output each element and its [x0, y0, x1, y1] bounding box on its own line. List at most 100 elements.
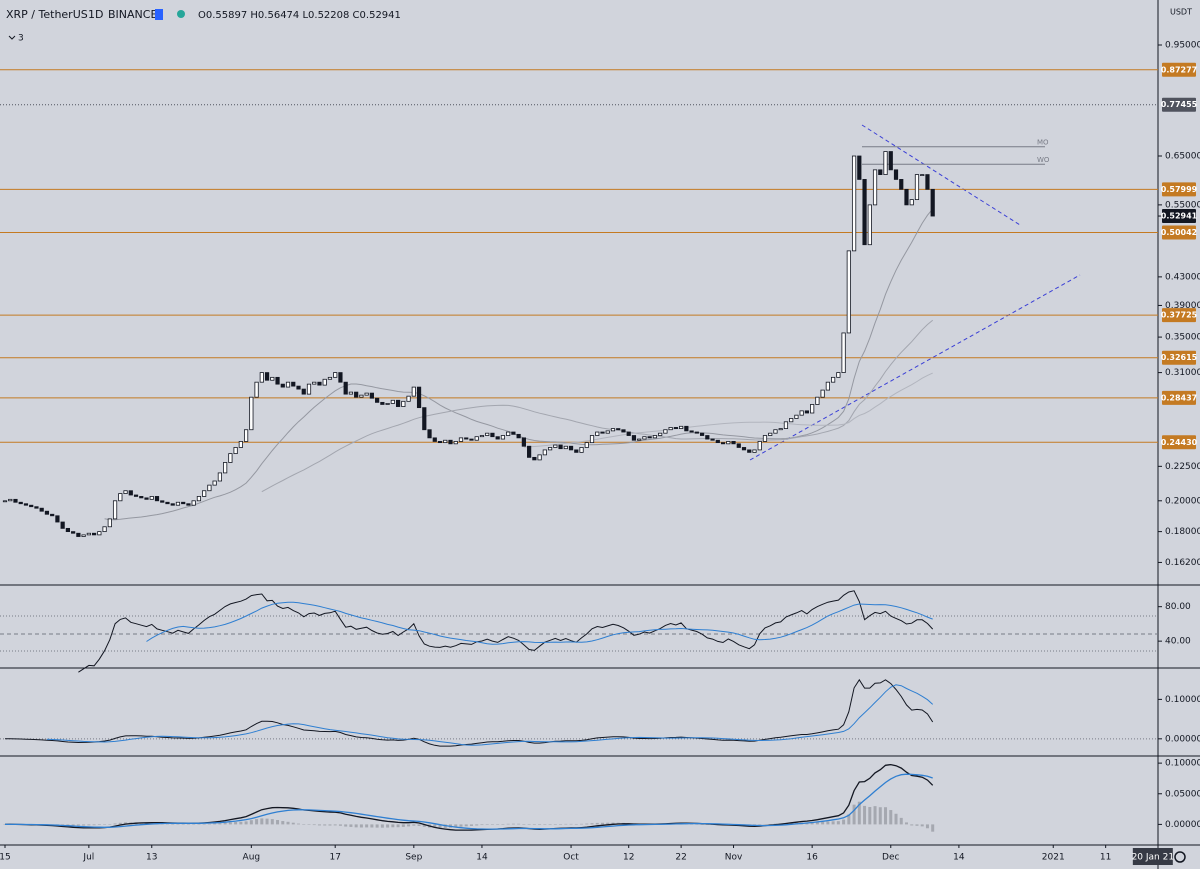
macd-histogram [852, 804, 856, 825]
trendline[interactable] [861, 124, 1021, 226]
exchange[interactable]: BINANCE [108, 8, 157, 21]
symbol[interactable]: XRP / TetherUS [6, 8, 88, 21]
interval[interactable]: 1D [88, 8, 103, 21]
candle [149, 496, 154, 500]
y-tick-label: 0.65000 [1165, 152, 1200, 162]
candle [705, 435, 710, 440]
candle [23, 503, 29, 506]
macd-histogram [181, 824, 185, 825]
candle [752, 449, 757, 453]
macd-histogram [915, 824, 919, 826]
x-tick-label: 2021 [1042, 853, 1065, 863]
candle [783, 421, 789, 429]
collapse-chevron[interactable] [8, 35, 16, 40]
macd-histogram [574, 823, 578, 825]
x-tick-label: Nov [725, 853, 743, 863]
candle [212, 480, 217, 486]
macd-histogram [538, 824, 542, 825]
macd-histogram [501, 824, 505, 825]
macd-histogram [469, 824, 473, 826]
y-tick-label: 0.39000 [1165, 301, 1200, 311]
macd-histogram [690, 824, 694, 825]
candle [123, 490, 128, 494]
last-price-box [1162, 209, 1196, 224]
macd-histogram [223, 822, 227, 825]
open-level-label: WO [1037, 156, 1050, 164]
macd-histogram [317, 824, 321, 826]
macd-histogram [286, 821, 290, 825]
candle [301, 388, 306, 395]
macd-histogram [705, 824, 709, 825]
candle [458, 437, 464, 442]
candle [558, 444, 563, 450]
macd-histogram [868, 807, 872, 825]
macd-histogram [396, 824, 400, 828]
candle [76, 532, 81, 537]
candle [29, 504, 34, 508]
candle [270, 376, 275, 381]
y-tick-label: 80.00 [1165, 602, 1191, 612]
candle [542, 449, 547, 456]
macd-histogram [391, 824, 395, 828]
cursor-date-label: 20 Jan 21 [1132, 853, 1175, 863]
macd-histogram [218, 823, 222, 825]
candle [453, 441, 458, 445]
candle [71, 531, 76, 534]
candle [516, 433, 521, 439]
candle [652, 435, 658, 439]
macd-histogram [323, 824, 327, 826]
macd-histogram [606, 822, 610, 825]
macd-histogram [276, 820, 280, 825]
macd-histogram [810, 822, 814, 825]
macd-histogram [328, 824, 332, 826]
macd-histogram [826, 821, 830, 825]
candle [893, 169, 899, 180]
trendline[interactable] [749, 274, 1081, 461]
candle [175, 501, 181, 506]
x-tick-label: 13 [146, 853, 157, 863]
ohlc: O0.55897 H0.56474 L0.52208 C0.52941 [198, 10, 401, 21]
candle [416, 386, 422, 409]
candle [469, 438, 474, 441]
settings-icon[interactable] [1174, 851, 1186, 863]
currency: USDT [1170, 8, 1192, 17]
candle [128, 490, 133, 496]
candle [846, 250, 851, 334]
macd-histogram [71, 824, 75, 826]
high-label: 0.77455 [1161, 100, 1198, 109]
macd-histogram [925, 824, 929, 829]
candle [406, 395, 411, 402]
macd-histogram [700, 824, 704, 825]
candle [914, 174, 920, 201]
candle [605, 430, 610, 434]
high-box [1162, 97, 1196, 112]
candle [527, 445, 532, 458]
y-tick-label: 0.20000 [1165, 496, 1200, 506]
candle [532, 456, 537, 461]
candle [490, 432, 495, 438]
candle [773, 429, 778, 434]
macd-histogram [197, 824, 201, 825]
macd-histogram [202, 824, 206, 825]
macd-histogram [145, 822, 149, 825]
macd-histogram [281, 821, 285, 825]
macd-histogram [527, 824, 531, 825]
candle [390, 399, 395, 404]
candle [2, 500, 8, 503]
y-tick-label: 0.16200 [1165, 558, 1200, 568]
candle [925, 174, 930, 190]
indicator-count[interactable]: 3 [18, 34, 24, 44]
candle [432, 437, 437, 442]
macd-histogram [312, 824, 316, 826]
level-box [1162, 390, 1196, 405]
candle [757, 441, 762, 451]
candle [474, 436, 479, 441]
macd-histogram [580, 823, 584, 825]
macd-histogram [207, 823, 211, 825]
macd-histogram [595, 822, 599, 825]
candle [312, 381, 317, 385]
macd-histogram [354, 824, 358, 828]
macd-histogram [118, 822, 122, 825]
